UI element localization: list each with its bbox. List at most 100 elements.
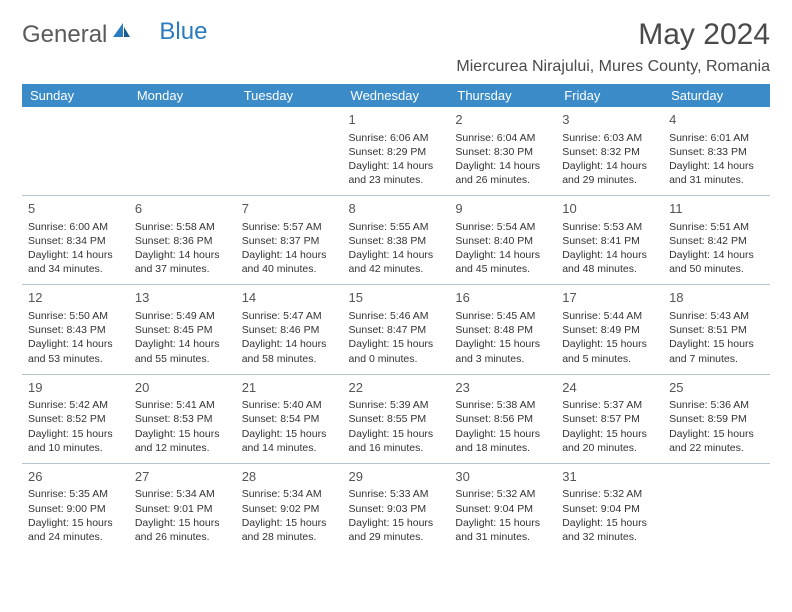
header: General Blue May 2024 Miercurea Nirajulu… [22,18,770,76]
daylight-text: Daylight: 15 hoursand 16 minutes. [349,427,444,455]
sunset-text: Sunset: 8:42 PM [669,234,764,248]
calendar-cell: 3Sunrise: 6:03 AMSunset: 8:32 PMDaylight… [556,107,663,196]
day-number: 27 [135,468,230,486]
daylight-text: Daylight: 15 hoursand 32 minutes. [562,516,657,544]
calendar-table: Sunday Monday Tuesday Wednesday Thursday… [22,84,770,552]
day-number: 22 [349,379,444,397]
sunset-text: Sunset: 8:29 PM [349,145,444,159]
day-header-row: Sunday Monday Tuesday Wednesday Thursday… [22,84,770,107]
day-number: 10 [562,200,657,218]
sunrise-text: Sunrise: 6:06 AM [349,131,444,145]
daylight-text: Daylight: 14 hoursand 37 minutes. [135,248,230,276]
calendar-cell: 26Sunrise: 5:35 AMSunset: 9:00 PMDayligh… [22,463,129,552]
sunset-text: Sunset: 9:04 PM [562,502,657,516]
daylight-text: Daylight: 15 hoursand 7 minutes. [669,337,764,365]
sunset-text: Sunset: 8:54 PM [242,412,337,426]
day-number: 31 [562,468,657,486]
day-header: Friday [556,84,663,107]
daylight-text: Daylight: 15 hoursand 18 minutes. [455,427,550,455]
logo-text-blue: Blue [159,18,207,46]
calendar-cell: 6Sunrise: 5:58 AMSunset: 8:36 PMDaylight… [129,196,236,285]
day-number: 3 [562,111,657,129]
daylight-text: Daylight: 14 hoursand 40 minutes. [242,248,337,276]
daylight-text: Daylight: 14 hoursand 48 minutes. [562,248,657,276]
month-title: May 2024 [456,18,770,52]
day-number: 30 [455,468,550,486]
day-number: 13 [135,289,230,307]
day-header: Wednesday [343,84,450,107]
sunset-text: Sunset: 8:53 PM [135,412,230,426]
sunrise-text: Sunrise: 5:34 AM [242,487,337,501]
sunrise-text: Sunrise: 5:33 AM [349,487,444,501]
daylight-text: Daylight: 14 hoursand 23 minutes. [349,159,444,187]
sunrise-text: Sunrise: 5:49 AM [135,309,230,323]
sunrise-text: Sunrise: 5:35 AM [28,487,123,501]
daylight-text: Daylight: 15 hoursand 14 minutes. [242,427,337,455]
calendar-cell: 20Sunrise: 5:41 AMSunset: 8:53 PMDayligh… [129,374,236,463]
calendar-cell: 2Sunrise: 6:04 AMSunset: 8:30 PMDaylight… [449,107,556,196]
calendar-cell: 10Sunrise: 5:53 AMSunset: 8:41 PMDayligh… [556,196,663,285]
sunrise-text: Sunrise: 6:01 AM [669,131,764,145]
day-number: 14 [242,289,337,307]
day-header: Thursday [449,84,556,107]
day-number: 8 [349,200,444,218]
sunset-text: Sunset: 8:38 PM [349,234,444,248]
sunrise-text: Sunrise: 5:34 AM [135,487,230,501]
daylight-text: Daylight: 15 hoursand 12 minutes. [135,427,230,455]
calendar-cell: 18Sunrise: 5:43 AMSunset: 8:51 PMDayligh… [663,285,770,374]
daylight-text: Daylight: 14 hoursand 55 minutes. [135,337,230,365]
calendar-cell: 17Sunrise: 5:44 AMSunset: 8:49 PMDayligh… [556,285,663,374]
logo-sail-icon [111,18,131,46]
day-number: 15 [349,289,444,307]
calendar-cell: 21Sunrise: 5:40 AMSunset: 8:54 PMDayligh… [236,374,343,463]
calendar-cell: 19Sunrise: 5:42 AMSunset: 8:52 PMDayligh… [22,374,129,463]
sunset-text: Sunset: 8:33 PM [669,145,764,159]
sunset-text: Sunset: 8:46 PM [242,323,337,337]
day-number: 6 [135,200,230,218]
sunset-text: Sunset: 9:02 PM [242,502,337,516]
day-number: 2 [455,111,550,129]
day-header: Monday [129,84,236,107]
day-number: 16 [455,289,550,307]
day-number: 28 [242,468,337,486]
daylight-text: Daylight: 14 hoursand 58 minutes. [242,337,337,365]
sunrise-text: Sunrise: 5:46 AM [349,309,444,323]
daylight-text: Daylight: 14 hoursand 29 minutes. [562,159,657,187]
day-number: 9 [455,200,550,218]
sunset-text: Sunset: 9:03 PM [349,502,444,516]
calendar-cell [236,107,343,196]
daylight-text: Daylight: 15 hoursand 22 minutes. [669,427,764,455]
sunset-text: Sunset: 8:36 PM [135,234,230,248]
day-number: 25 [669,379,764,397]
sunset-text: Sunset: 8:52 PM [28,412,123,426]
sunrise-text: Sunrise: 5:38 AM [455,398,550,412]
day-number: 24 [562,379,657,397]
sunrise-text: Sunrise: 5:36 AM [669,398,764,412]
sunset-text: Sunset: 8:56 PM [455,412,550,426]
calendar-cell: 1Sunrise: 6:06 AMSunset: 8:29 PMDaylight… [343,107,450,196]
calendar-cell: 8Sunrise: 5:55 AMSunset: 8:38 PMDaylight… [343,196,450,285]
sunset-text: Sunset: 8:32 PM [562,145,657,159]
sunrise-text: Sunrise: 6:04 AM [455,131,550,145]
sunrise-text: Sunrise: 5:41 AM [135,398,230,412]
daylight-text: Daylight: 15 hoursand 0 minutes. [349,337,444,365]
calendar-cell: 27Sunrise: 5:34 AMSunset: 9:01 PMDayligh… [129,463,236,552]
logo-text-general: General [22,21,107,49]
calendar-cell: 25Sunrise: 5:36 AMSunset: 8:59 PMDayligh… [663,374,770,463]
sunrise-text: Sunrise: 5:43 AM [669,309,764,323]
calendar-cell [663,463,770,552]
daylight-text: Daylight: 14 hoursand 26 minutes. [455,159,550,187]
calendar-row: 1Sunrise: 6:06 AMSunset: 8:29 PMDaylight… [22,107,770,196]
sunrise-text: Sunrise: 5:54 AM [455,220,550,234]
daylight-text: Daylight: 15 hoursand 3 minutes. [455,337,550,365]
sunrise-text: Sunrise: 5:32 AM [455,487,550,501]
day-number: 29 [349,468,444,486]
logo: General Blue [22,18,207,52]
sunrise-text: Sunrise: 5:32 AM [562,487,657,501]
sunrise-text: Sunrise: 5:44 AM [562,309,657,323]
title-block: May 2024 Miercurea Nirajului, Mures Coun… [456,18,770,76]
calendar-cell: 15Sunrise: 5:46 AMSunset: 8:47 PMDayligh… [343,285,450,374]
sunset-text: Sunset: 8:40 PM [455,234,550,248]
daylight-text: Daylight: 14 hoursand 31 minutes. [669,159,764,187]
calendar-cell [129,107,236,196]
